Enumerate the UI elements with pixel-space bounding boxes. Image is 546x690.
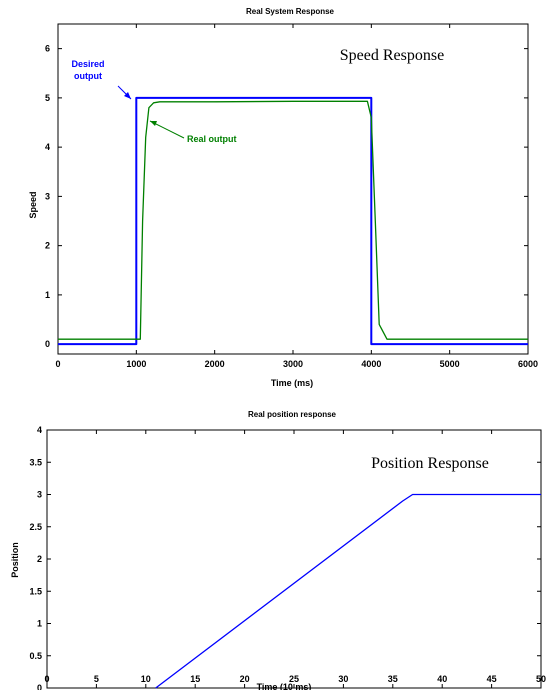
real-output-label: Real output [187, 134, 237, 144]
speed-x-tick-label: 4000 [361, 359, 381, 369]
speed-x-tick-label: 3000 [283, 359, 303, 369]
position-x-tick-label: 50 [536, 674, 546, 684]
speed-ticks: 0 1000 2000 3000 4000 5000 6000 0 1 2 3 4 5 6 [45, 24, 538, 369]
position-x-tick-label: 45 [487, 674, 497, 684]
speed-chart: Real System Response 0 1000 2000 3000 4000 50… [28, 7, 538, 388]
position-y-tick-label: 2 [37, 554, 42, 564]
speed-x-tick-label: 0 [55, 359, 60, 369]
position-x-axis-label: Time (10 ms) [257, 682, 312, 690]
position-y-tick-label: 2.5 [29, 522, 42, 532]
position-chart-title: Real position response [248, 410, 337, 419]
position-chart: Real position response 0 5 10 15 20 25 30 35 40 4… [10, 410, 546, 690]
position-x-tick-label: 30 [338, 674, 348, 684]
speed-y-tick-label: 6 [45, 44, 50, 54]
position-y-axis-label: Position [10, 542, 20, 578]
desired-output-annotation: Desired output [71, 59, 132, 100]
position-x-tick-label: 25 [289, 674, 299, 684]
speed-x-axis-label: Time (ms) [271, 378, 313, 388]
desired-output-label-line2: output [74, 71, 102, 81]
position-series-0-line [155, 493, 541, 689]
position-inset-label: Position Response [371, 455, 489, 472]
real-output-arrowhead [150, 121, 157, 126]
position-y-tick-label: 0.5 [29, 651, 42, 661]
position-x-tick-label: 40 [437, 674, 447, 684]
position-x-tick-label: 35 [388, 674, 398, 684]
position-y-tick-label: 1.5 [29, 586, 42, 596]
real-output-annotation: Real output [149, 120, 237, 144]
position-x-tick-label: 10 [141, 674, 151, 684]
speed-plot-frame [57, 23, 529, 355]
position-y-tick-label: 3 [37, 490, 42, 500]
desired-output-label-line1: Desired [71, 59, 104, 69]
speed-x-tick-label: 5000 [440, 359, 460, 369]
position-y-tick-label: 4 [37, 425, 42, 435]
speed-y-tick-label: 4 [45, 142, 50, 152]
position-y-tick-label: 1 [37, 619, 42, 629]
position-x-tick-label: 20 [240, 674, 250, 684]
speed-series [58, 96, 528, 346]
speed-y-axis-label: Speed [28, 191, 38, 218]
position-x-tick-label: 5 [94, 674, 99, 684]
speed-chart-title: Real System Response [246, 7, 335, 16]
position-series [155, 493, 541, 689]
speed-x-tick-label: 2000 [205, 359, 225, 369]
speed-inset-label: Speed Response [340, 47, 444, 64]
speed-y-tick-label: 2 [45, 241, 50, 251]
speed-x-tick-label: 1000 [126, 359, 146, 369]
speed-y-tick-label: 1 [45, 290, 50, 300]
speed-series-1-line [58, 100, 528, 340]
speed-y-tick-label: 0 [45, 339, 50, 349]
position-x-tick-label: 15 [190, 674, 200, 684]
speed-y-tick-label: 5 [45, 93, 50, 103]
position-y-tick-label: 0 [37, 683, 42, 690]
speed-y-tick-label: 3 [45, 191, 50, 201]
position-ticks: 0 5 10 15 20 25 30 35 40 45 50 0 0.5 1 1.5 2 2.5 3 3.5 4 [29, 425, 546, 690]
position-y-tick-label: 3.5 [29, 457, 42, 467]
speed-x-tick-label: 6000 [518, 359, 538, 369]
position-x-tick-label: 0 [44, 674, 49, 684]
speed-series-0-line [58, 96, 528, 346]
desired-output-arrowhead [124, 92, 131, 99]
